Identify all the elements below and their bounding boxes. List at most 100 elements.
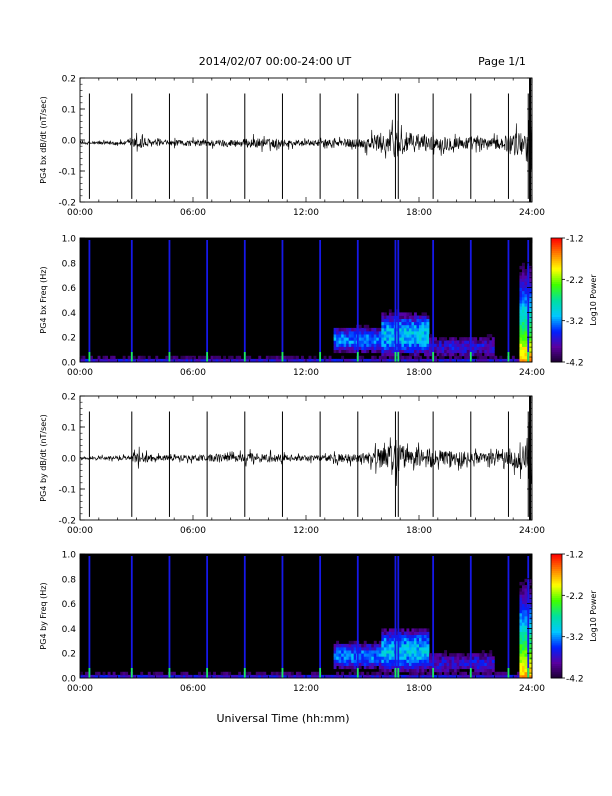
colorbar-segment bbox=[551, 562, 562, 565]
spectrogram-cell bbox=[408, 656, 412, 660]
colorbar-segment bbox=[551, 603, 562, 607]
spectrogram-cell bbox=[504, 674, 508, 679]
y-tick-label: 0.2 bbox=[62, 650, 76, 660]
spectrogram-cell bbox=[346, 643, 350, 648]
spectrogram-cell bbox=[424, 653, 427, 657]
spectrogram-cell bbox=[496, 358, 500, 363]
spectrogram-cell bbox=[424, 315, 427, 319]
y-tick-label: -0.1 bbox=[58, 168, 76, 178]
spectrogram-cell bbox=[408, 346, 412, 350]
spectrogram-cell bbox=[363, 653, 367, 657]
spectrogram-cell bbox=[368, 643, 372, 648]
spectrogram-cell bbox=[529, 278, 533, 282]
spectrogram-cell bbox=[213, 671, 216, 676]
spectrogram-cell bbox=[446, 346, 450, 350]
spectrogram-cell bbox=[529, 358, 533, 363]
spectrogram-cell bbox=[260, 674, 264, 679]
spectrogram-cell bbox=[521, 588, 525, 592]
spectrogram-cell bbox=[366, 337, 370, 341]
spectrogram-cell bbox=[419, 337, 422, 341]
spectrogram-cell bbox=[459, 340, 463, 344]
spectrogram-cell bbox=[519, 609, 523, 614]
spectrogram-cell bbox=[401, 668, 405, 673]
spectrogram-cell bbox=[413, 324, 417, 329]
spectrogram-cell bbox=[481, 355, 485, 360]
spectrogram-cell bbox=[107, 671, 111, 676]
spectrogram-cell bbox=[213, 355, 216, 360]
spectrogram-cell bbox=[403, 355, 407, 360]
spectrogram-cell bbox=[187, 358, 191, 363]
spectrogram-cell bbox=[521, 290, 525, 295]
spectrogram-cell bbox=[348, 662, 352, 666]
spectrogram-cell bbox=[461, 674, 465, 679]
spectrogram-cell bbox=[419, 628, 422, 632]
spectrogram-cell bbox=[529, 343, 533, 347]
spectrogram-cell bbox=[348, 349, 352, 354]
y-tick-label: 0.0 bbox=[62, 137, 77, 147]
spectrogram-cell bbox=[343, 327, 347, 332]
spectrogram-cell bbox=[175, 355, 179, 360]
spectrogram-cell bbox=[353, 668, 357, 673]
x-tick-label: 24:00 bbox=[519, 526, 545, 536]
spectrogram-cell bbox=[351, 643, 355, 648]
spectrogram-cell bbox=[371, 337, 375, 341]
spectrogram-cell bbox=[398, 346, 402, 350]
spectrogram-cell bbox=[413, 340, 417, 344]
spectrogram-cell bbox=[348, 331, 352, 335]
x-axis: 00:00 06:00 12:00 18:00 24:00 bbox=[67, 554, 545, 694]
colorbar-segment bbox=[551, 628, 562, 631]
spectrogram-cell bbox=[426, 337, 430, 341]
spectrogram-cell bbox=[398, 355, 402, 360]
spectrogram-cell bbox=[363, 674, 367, 679]
spectrogram-cell bbox=[348, 640, 352, 645]
spectrogram-cell bbox=[529, 609, 533, 614]
spectrogram-cell bbox=[105, 355, 109, 360]
colorbar-segment bbox=[551, 582, 562, 586]
spectrogram-cell bbox=[398, 631, 402, 635]
colorbar-segment bbox=[551, 260, 562, 264]
spectrogram-cell bbox=[112, 355, 116, 360]
spectrogram-cell bbox=[85, 358, 88, 363]
spectrogram-cell bbox=[215, 355, 219, 360]
spectrogram-cell bbox=[388, 640, 392, 645]
spectrogram-cell bbox=[147, 358, 151, 363]
spectrogram-cell bbox=[381, 343, 385, 347]
spectrogram-cell bbox=[311, 674, 314, 679]
spectrogram-cell bbox=[486, 674, 490, 679]
spectrogram-cell bbox=[223, 671, 227, 676]
spectrogram-cell bbox=[426, 340, 430, 344]
spectrogram-cell bbox=[388, 674, 392, 679]
spectrogram-cell bbox=[444, 659, 448, 663]
spectrogram-cell bbox=[456, 659, 460, 663]
x-tick-label: 24:00 bbox=[519, 208, 545, 218]
spectrogram-cell bbox=[97, 671, 101, 676]
colorbar-segment bbox=[551, 322, 562, 326]
spectrogram-cell bbox=[519, 647, 523, 651]
spectrogram-cell bbox=[411, 656, 415, 660]
spectrogram-cell bbox=[439, 343, 442, 347]
y-tick-label: 0.6 bbox=[62, 600, 77, 610]
x-tick-label: 24:00 bbox=[519, 684, 545, 694]
spectrogram-cell bbox=[519, 637, 523, 642]
spectrogram-cell bbox=[288, 355, 292, 360]
spectrogram-cell bbox=[486, 349, 490, 354]
spectrogram-cell bbox=[373, 331, 377, 335]
spectrogram-cell bbox=[444, 665, 448, 670]
spectrogram-cell bbox=[398, 327, 402, 332]
colorbar-tick-label: -3.2 bbox=[566, 633, 584, 643]
spectrogram-cell bbox=[426, 321, 430, 326]
spectrogram-cell bbox=[521, 324, 525, 329]
spectrogram-cell bbox=[424, 343, 427, 347]
spectrogram-cell bbox=[419, 334, 422, 338]
spectrogram-cell bbox=[341, 358, 345, 363]
spectrogram-cell bbox=[283, 674, 287, 679]
spectrogram-cell bbox=[187, 355, 191, 360]
spectrogram-cell bbox=[521, 603, 525, 608]
spectrogram-cell bbox=[228, 358, 232, 363]
colorbar-segment bbox=[551, 256, 562, 260]
spectrogram-cell bbox=[411, 343, 415, 347]
spectrogram-cell bbox=[338, 665, 342, 670]
spectrogram-cell bbox=[373, 327, 377, 332]
x-tick-label: 06:00 bbox=[180, 208, 206, 218]
spectrogram-cell bbox=[521, 312, 525, 316]
